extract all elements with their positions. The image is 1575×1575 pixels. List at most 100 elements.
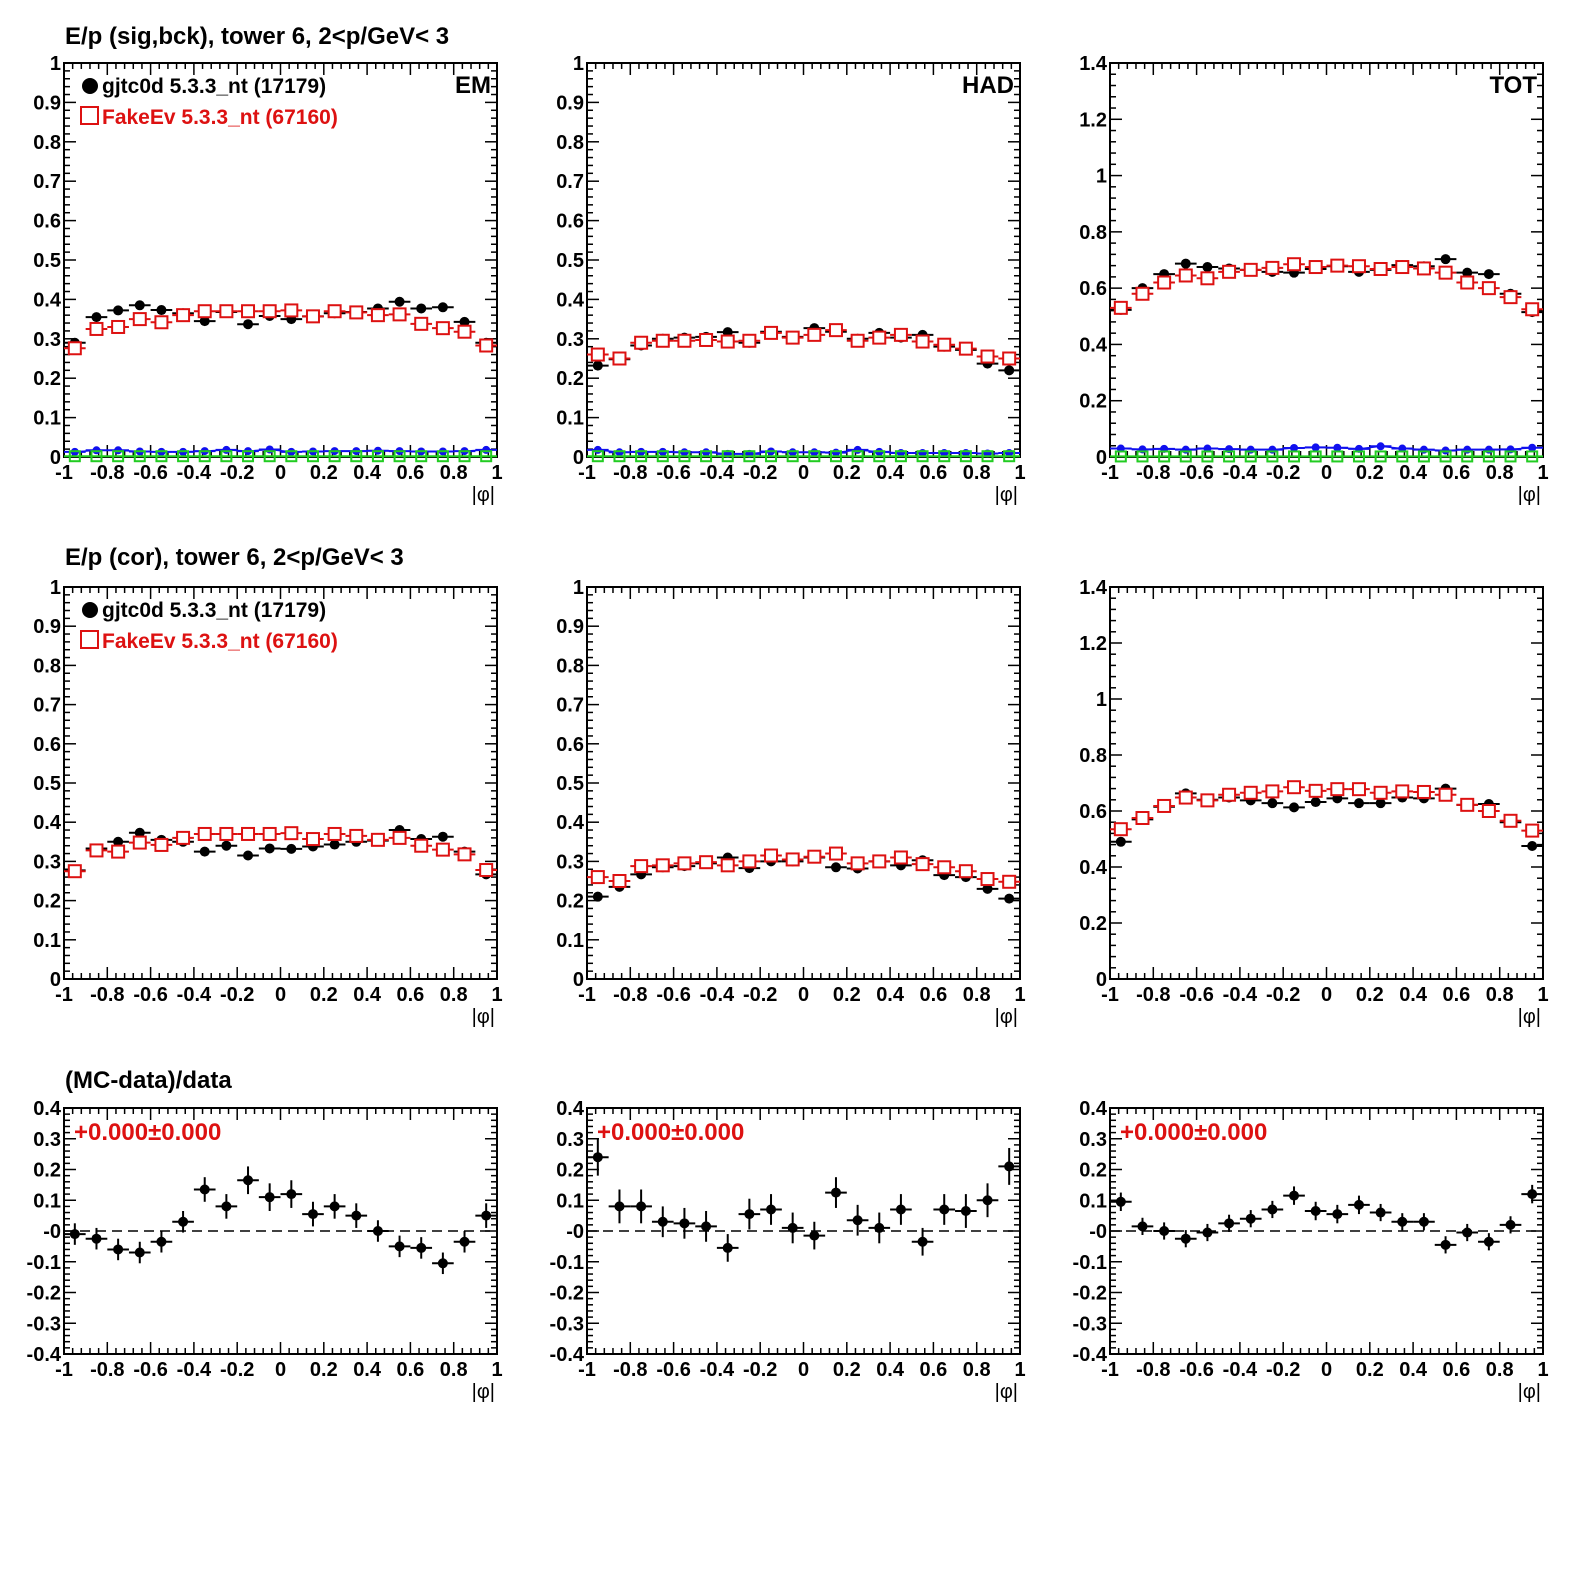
x-tick-label: -0.2 [743,984,777,1006]
x-tick-label: -0.2 [220,1359,254,1381]
y-tick-label: -0.1 [550,1252,584,1274]
x-tick-label: -1 [1101,462,1119,484]
data-point [91,312,102,323]
mc-point [349,828,364,843]
x-tick-label: -0.8 [613,984,647,1006]
ratio-point [1245,1213,1256,1224]
y-tick-label: -0 [566,1221,584,1243]
y-tick-label: 0.8 [1079,745,1107,767]
x-tick-label: 0.8 [440,1359,468,1381]
y-tick-label: -0.3 [27,1313,61,1335]
fit-annotation: +0.000±0.000 [74,1119,221,1146]
x-tick-label: 0 [798,1359,809,1381]
y-tick-label: 0.2 [33,891,61,913]
x-tick-label: 0.8 [963,984,991,1006]
mc-point [1460,797,1475,812]
y-tick-label: 0.1 [556,930,584,952]
bkg-mc-point [700,450,713,463]
ratio-point [1137,1221,1148,1232]
bkg-data-point [1181,445,1190,454]
mc-point [392,307,407,322]
ratio-point [960,1206,971,1217]
y-tick-label: 0.4 [556,289,585,311]
bkg-data-point [1484,445,1493,454]
mc-point [89,321,104,336]
corner-label: EM [455,72,491,99]
y-tick-label: 0.1 [556,408,584,430]
data-point [1004,893,1015,904]
x-tick-label: -0.6 [1179,1359,1213,1381]
bkg-mc-point [1136,450,1149,463]
mc-point [720,334,735,349]
y-tick-label: 0.1 [556,1190,584,1212]
legend-mc-label: FakeEv 5.3.3_nt (67160) [102,630,338,653]
bkg-mc-point [1374,450,1387,463]
y-tick-label: -0 [43,1221,61,1243]
x-tick-label: 0 [275,1359,286,1381]
x-tick-label: 0.4 [876,1359,905,1381]
x-tick-label: 1 [1014,1359,1025,1381]
legend-mc-marker [80,106,99,125]
ratio-point [1505,1219,1516,1230]
y-tick-label: 0.8 [33,655,61,677]
bkg-mc-point [786,450,799,463]
bkg-mc-point [328,450,341,463]
mc-point [1308,783,1323,798]
x-tick-label: -1 [578,1359,596,1381]
y-tick-label: 0.5 [556,773,584,795]
ratio-point [437,1258,448,1269]
ratio-point [1180,1233,1191,1244]
data-point [592,360,603,371]
x-tick-label: -1 [55,462,73,484]
data-point [1004,365,1015,376]
ratio-point [1115,1196,1126,1207]
x-tick-label: 0.6 [919,1359,947,1381]
mc-point [349,305,364,320]
ratio-point [1224,1218,1235,1229]
data-point [134,827,145,838]
x-tick-label: 0.4 [353,984,382,1006]
bkg-mc-point [938,450,951,463]
bkg-data-point [810,448,819,457]
y-tick-label: 0.7 [33,171,61,193]
mc-point [1287,257,1302,272]
mc-point [1135,286,1150,301]
x-tick-label: 0 [798,984,809,1006]
ratio-point [394,1241,405,1252]
mc-point [1178,268,1193,283]
x-tick-label: -0.8 [90,984,124,1006]
x-tick-label: 1 [1014,462,1025,484]
y-tick-label: 0.1 [33,408,61,430]
y-tick-label: 0.1 [33,930,61,952]
ratio-point [1375,1207,1386,1218]
mc-point [1113,822,1128,837]
mc-point [1002,351,1017,366]
bkg-data-point [680,448,689,457]
mc-point [872,330,887,345]
ratio-point [1289,1190,1300,1201]
mc-point [1265,260,1280,275]
panel-2: -1 -0.8 -0.6 -0.4 -0.2 0 0.2 0.4 0.6 0.8 1|φ|00.10… [556,53,1025,506]
ratio-point [1462,1227,1473,1238]
bkg-mc-point [894,450,907,463]
ratio-point [1483,1236,1494,1247]
y-tick-label: 0 [1096,447,1107,469]
ratio-point [1267,1204,1278,1215]
data-point [830,862,841,873]
ratio-point [481,1210,492,1221]
x-tick-label: -0.4 [700,984,735,1006]
data-point [1353,798,1364,809]
y-tick-label: 0.2 [1079,913,1107,935]
data-point [592,891,603,902]
ratio-point [351,1210,362,1221]
data-point [1267,798,1278,809]
bkg-mc-point [1244,450,1257,463]
ratio-point [809,1230,820,1241]
x-tick-label: -0.8 [1136,1359,1170,1381]
x-tick-label: 0.2 [833,1359,861,1381]
y-tick-label: 0.9 [33,92,61,114]
bkg-data-point [593,445,602,454]
ratio-point [852,1215,863,1226]
bkg-data-point [1268,445,1277,454]
legend-data-label: gjtc0d 5.3.3_nt (17179) [102,75,326,98]
